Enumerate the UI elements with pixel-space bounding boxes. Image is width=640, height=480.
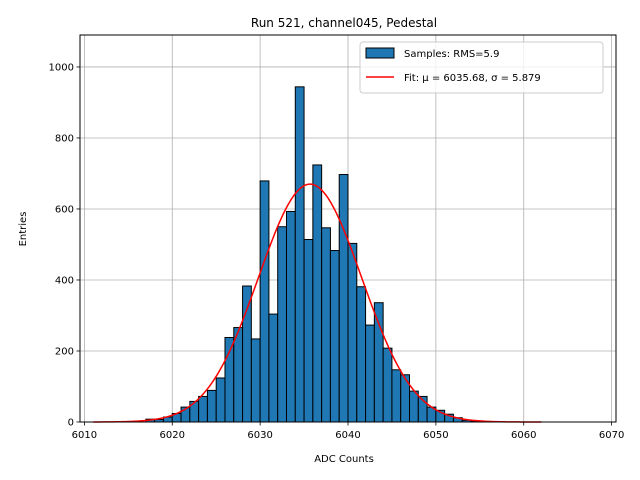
histogram-bar [312, 164, 323, 423]
legend-box [359, 41, 604, 94]
chart-title: Run 521, channel045, Pedestal [251, 16, 437, 30]
histogram-bar [303, 239, 314, 423]
x-tick-label: 6010 [72, 430, 97, 441]
histogram-bar [268, 313, 279, 423]
fit-curve [93, 183, 542, 423]
histogram-bar [356, 286, 367, 423]
histogram-bar [259, 180, 270, 423]
x-tick-label: 6030 [247, 430, 272, 441]
x-axis-ticks: 6010 6020 6030 6040 6050 6060 6070 [72, 422, 624, 441]
histogram-bar [409, 390, 419, 423]
legend-bar-swatch [365, 47, 395, 59]
y-axis-ticks: 0 200 400 600 800 1000 [49, 62, 80, 429]
histogram-bar [382, 347, 393, 423]
histogram-bar [347, 242, 358, 423]
histogram-bar [277, 226, 287, 423]
x-tick-label: 6020 [160, 430, 185, 441]
fit-curve-group [93, 183, 542, 423]
x-tick-label: 6070 [599, 430, 624, 441]
y-tick-label: 1000 [49, 62, 74, 73]
legend-label-fit: Fit: μ = 6035.68, σ = 5.879 [404, 73, 541, 84]
y-tick-label: 200 [55, 346, 74, 357]
legend-label-samples: Samples: RMS=5.9 [404, 49, 499, 60]
histogram-bar [365, 324, 375, 423]
histogram-bar [338, 174, 349, 423]
x-axis-title: ADC Counts [314, 454, 374, 465]
x-tick-label: 6040 [335, 430, 360, 441]
histogram-bar [198, 395, 208, 423]
histogram-bar [391, 369, 402, 423]
histogram-bar [233, 327, 244, 423]
y-axis-title: Entries [18, 212, 29, 247]
histogram-bar [373, 302, 384, 423]
histogram-bar [321, 227, 331, 423]
x-tick-label: 6060 [511, 430, 536, 441]
y-tick-label: 0 [68, 418, 74, 429]
histogram-bar [215, 377, 226, 423]
y-tick-label: 400 [55, 275, 74, 286]
histogram-bar [206, 389, 217, 423]
histogram-bar [242, 285, 252, 423]
y-tick-label: 600 [55, 204, 74, 215]
y-tick-label: 800 [55, 133, 74, 144]
histogram-bar [329, 250, 340, 423]
x-tick-label: 6050 [423, 430, 448, 441]
histogram-bar [285, 210, 296, 423]
legend: Samples: RMS=5.9 Fit: μ = 6035.68, σ = 5… [359, 41, 604, 94]
histogram-bar [250, 338, 261, 423]
histogram-bar [294, 86, 305, 423]
